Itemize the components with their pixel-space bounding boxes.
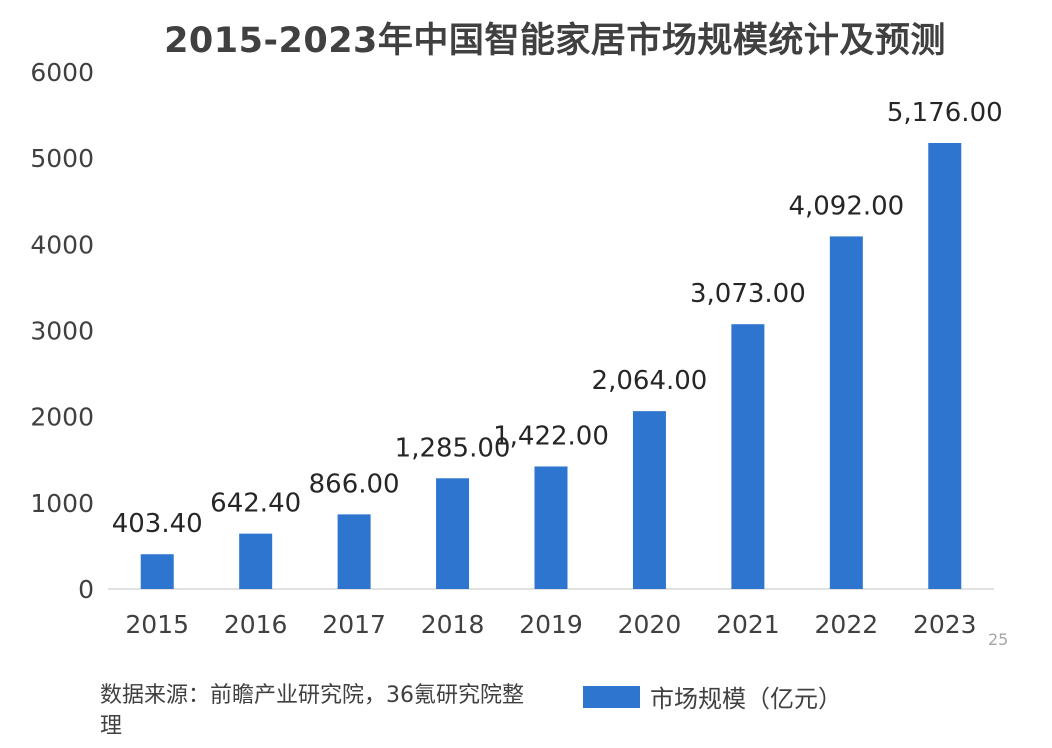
legend-label: 市场规模（亿元） (650, 685, 842, 713)
bar (337, 514, 371, 589)
x-tick-label: 2021 (716, 610, 780, 639)
y-tick-label: 1000 (30, 489, 94, 518)
y-tick-label: 5000 (30, 144, 94, 173)
x-tick-label: 2022 (815, 610, 879, 639)
data-label: 403.40 (112, 509, 203, 539)
data-label: 3,073.00 (690, 279, 806, 309)
y-tick-label: 3000 (30, 317, 94, 346)
bars (140, 143, 962, 589)
data-label: 5,176.00 (887, 98, 1003, 128)
legend: 市场规模（亿元） (583, 679, 842, 714)
y-tick-label: 2000 (30, 403, 94, 432)
data-label: 1,285.00 (395, 433, 511, 463)
bar (239, 533, 273, 589)
x-tick-label: 2018 (421, 610, 485, 639)
y-tick-label: 4000 (30, 230, 94, 259)
x-axis: 2015 2016 2017 2018 2019 2020 2021 2022 2023 (108, 588, 994, 639)
y-axis: 0 1000 2000 3000 4000 5000 6000 (30, 58, 94, 604)
data-label: 2,064.00 (592, 366, 708, 396)
data-label: 642.40 (210, 489, 301, 519)
bar (731, 324, 765, 589)
data-label: 4,092.00 (788, 191, 904, 221)
legend-swatch (583, 685, 640, 708)
x-tick-label: 2023 (913, 610, 977, 639)
x-tick-label: 2017 (322, 610, 386, 639)
data-label: 1,422.00 (493, 421, 609, 451)
bar (829, 236, 863, 589)
bar (436, 478, 470, 589)
y-tick-label: 0 (78, 575, 94, 604)
x-tick-label: 2015 (125, 610, 189, 639)
bar (632, 411, 666, 589)
bar (928, 143, 962, 589)
y-tick-label: 6000 (30, 58, 94, 87)
bar (140, 554, 174, 589)
x-tick-label: 2016 (224, 610, 288, 639)
source-note: 数据来源：前瞻产业研究院，36氪研究院整理 (100, 683, 524, 739)
page-number: 25 (988, 630, 1009, 649)
bar (534, 466, 568, 589)
data-label: 866.00 (309, 469, 400, 499)
chart-title: 2015-2023年中国智能家居市场规模统计及预测 (164, 21, 946, 61)
x-tick-label: 2020 (618, 610, 682, 639)
x-tick-label: 2019 (519, 610, 583, 639)
